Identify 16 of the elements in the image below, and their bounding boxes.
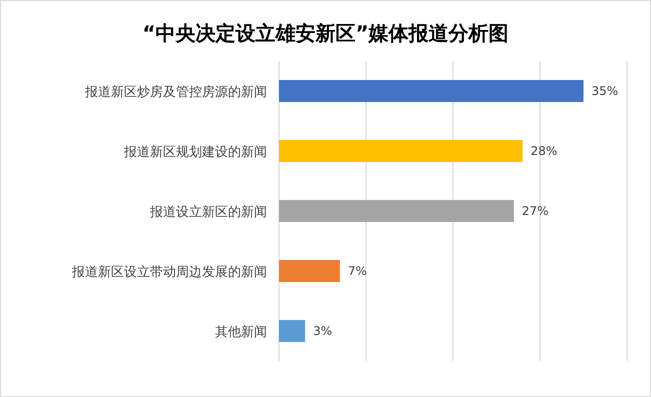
bar [279,80,584,102]
y-tick-label: 其他新闻 [215,325,267,340]
bar [279,140,523,162]
data-label: 27% [522,204,549,218]
data-label: 7% [348,264,367,278]
chart-title: “中央决定设立雄安新区”媒体报道分析图 [142,21,509,45]
y-tick-label: 报道新区规划建设的新闻 [123,145,267,160]
data-label: 35% [592,84,618,98]
y-tick-label: 报道设立新区的新闻 [149,204,267,220]
y-tick-label: 报道新区炒房及管控房源的新闻 [84,84,267,100]
data-label: 3% [313,324,332,338]
bar [279,320,306,342]
bar [279,260,340,282]
y-tick-label: 报道新区设立带动周边发展的新闻 [71,264,267,280]
data-label: 28% [530,144,558,158]
bar [279,200,514,222]
